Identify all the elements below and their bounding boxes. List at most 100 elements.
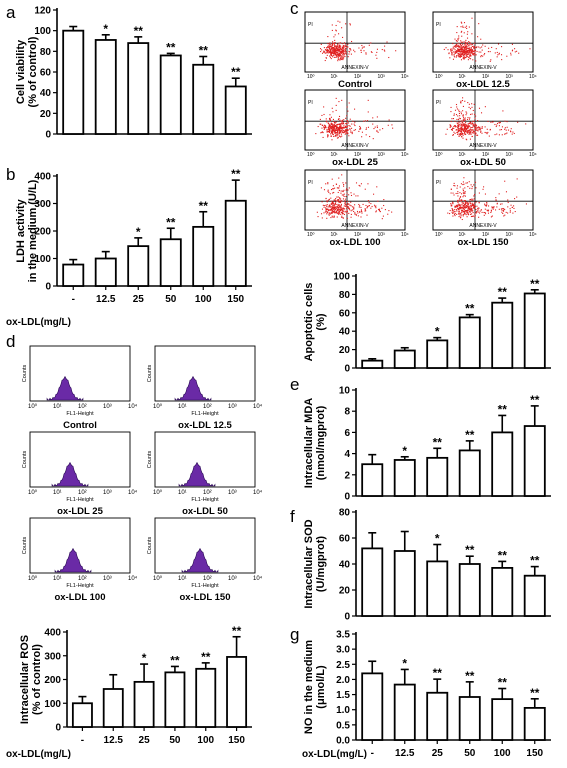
- flow-dot: [327, 183, 329, 185]
- flow-dot: [334, 53, 336, 55]
- flow-dot: [338, 210, 340, 212]
- flow-dot: [335, 104, 337, 106]
- flow-dot: [463, 195, 465, 197]
- flow-dot: [338, 189, 340, 192]
- flow-dot: [364, 120, 366, 122]
- flow-dot: [463, 129, 465, 131]
- flow-dot: [345, 126, 347, 128]
- flow-dot: [346, 132, 348, 134]
- y-tick-label: 100: [34, 254, 51, 265]
- flow-dot: [456, 131, 458, 134]
- flow-dot: [361, 131, 363, 133]
- x-tick-label: 25: [139, 735, 151, 746]
- flow-dot: [345, 117, 347, 119]
- flow-dot: [479, 128, 482, 130]
- y-tick-label: 0.5: [336, 720, 350, 731]
- flow-dot: [506, 121, 508, 123]
- flow-dot: [340, 51, 342, 53]
- flow-dot: [464, 133, 466, 135]
- flow-dot: [464, 212, 466, 214]
- flow-dot: [328, 209, 330, 211]
- flow-tick-label: 10¹: [331, 232, 339, 238]
- x-tick-label: 50: [169, 735, 181, 746]
- flow-dot: [345, 53, 347, 55]
- flow-dot: [496, 122, 499, 125]
- flow-dot: [345, 211, 348, 213]
- flow-dot: [457, 53, 459, 55]
- flow-dot: [457, 45, 459, 47]
- flow-dot: [337, 43, 339, 45]
- flow-dot: [459, 129, 461, 131]
- flow-dot: [336, 45, 339, 47]
- flow-dot: [458, 37, 460, 39]
- flow-dot: [457, 122, 459, 125]
- flow-dot: [336, 200, 338, 202]
- flow-dot: [475, 187, 477, 189]
- flow-dot: [343, 183, 345, 186]
- flow-dot: [338, 48, 340, 51]
- flow-dot: [342, 194, 345, 196]
- flow-dot: [376, 51, 378, 53]
- flow-dot: [471, 17, 473, 19]
- flow-dot: [325, 120, 328, 122]
- flow-dot: [340, 124, 342, 126]
- flow-dot: [467, 130, 470, 132]
- flow-dot: [476, 46, 478, 48]
- flow-dot: [466, 55, 468, 57]
- flow-dot: [453, 127, 455, 129]
- flow-dot: [462, 213, 464, 216]
- flow-dot: [328, 191, 330, 193]
- flow-dot: [328, 127, 330, 129]
- flow-dot: [346, 207, 348, 209]
- significance-mark: **: [199, 199, 209, 213]
- flow-dot: [326, 130, 328, 132]
- flow-dot: [474, 216, 476, 218]
- flow-dot: [455, 46, 457, 49]
- flow-dot: [338, 47, 340, 49]
- flow-dot: [449, 209, 451, 212]
- flow-dot: [459, 43, 461, 45]
- flow-dot: [479, 129, 481, 131]
- flow-dot: [460, 121, 462, 123]
- flow-dot: [514, 51, 516, 53]
- histogram-tick-label: 10⁰: [28, 403, 38, 410]
- flow-dot: [369, 135, 371, 138]
- flow-dot: [452, 203, 454, 205]
- flow-dot: [354, 213, 356, 215]
- flow-dot: [321, 49, 323, 51]
- flow-dot: [334, 42, 336, 45]
- flow-tick-label: 10³: [378, 74, 386, 80]
- flow-dot: [471, 49, 473, 51]
- y-tick-label: 100: [34, 26, 51, 37]
- flow-dot: [467, 117, 469, 119]
- flow-dot: [329, 126, 331, 128]
- flow-dot: [347, 56, 349, 58]
- flow-dot: [323, 189, 326, 191]
- flow-dot: [339, 206, 341, 208]
- histogram-x-axis-name: FL1-Height: [66, 583, 94, 589]
- flow-dot: [460, 55, 462, 57]
- flow-dot: [334, 45, 336, 48]
- flow-dot: [459, 48, 461, 50]
- bar: [491, 301, 514, 369]
- flow-dot: [457, 207, 459, 210]
- significance-mark: **: [166, 215, 176, 229]
- flow-dot: [362, 46, 364, 48]
- y-axis-label: (% of control): [27, 36, 39, 107]
- flow-dot: [501, 209, 503, 211]
- flow-dot: [455, 113, 458, 116]
- flow-dot: [326, 47, 328, 49]
- flow-dot: [347, 206, 349, 208]
- flow-dot: [338, 101, 340, 103]
- flow-dot: [473, 53, 475, 55]
- flow-dot: [341, 51, 344, 53]
- flow-dot: [359, 185, 361, 187]
- flow-dot: [336, 54, 338, 56]
- flow-dot: [331, 206, 333, 208]
- y-axis-label: LDH activity: [15, 198, 27, 262]
- flow-dot: [477, 126, 480, 128]
- flow-dot: [470, 205, 472, 207]
- flow-dot: [333, 126, 335, 129]
- flow-dot: [331, 139, 333, 141]
- significance-mark: **: [530, 393, 540, 407]
